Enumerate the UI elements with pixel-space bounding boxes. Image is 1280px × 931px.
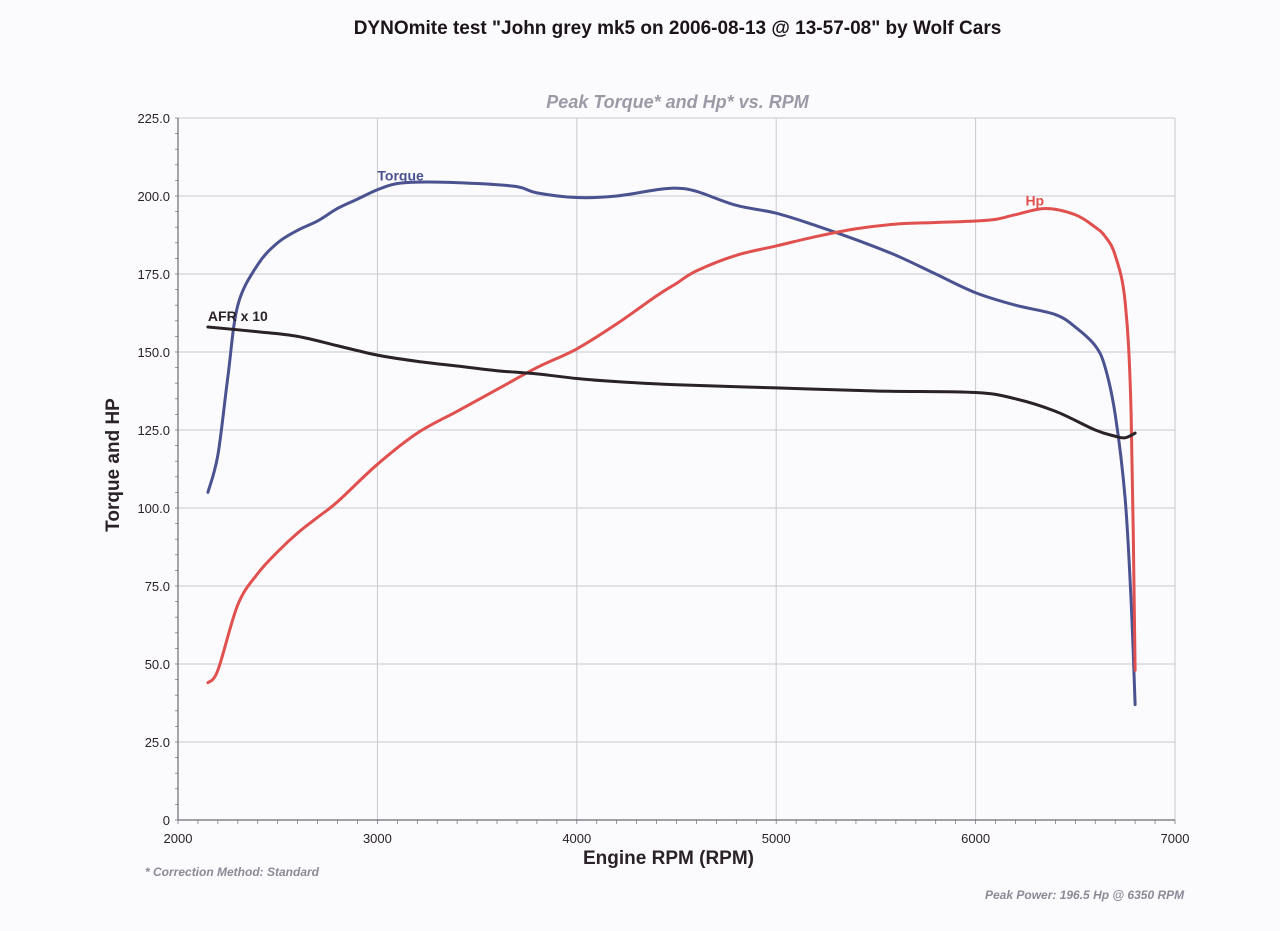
chart-subtitle: Peak Torque* and Hp* vs. RPM — [546, 92, 809, 112]
y-tick-label: 125.0 — [137, 423, 170, 438]
hp-label: Hp — [1025, 192, 1044, 208]
x-axis-label: Engine RPM (RPM) — [583, 848, 754, 869]
y-tick-label: 150.0 — [137, 345, 170, 360]
y-tick-label: 200.0 — [137, 189, 170, 204]
x-tick-label: 5000 — [762, 831, 791, 846]
grid-lines — [177, 117, 1176, 821]
x-tick-label: 7000 — [1161, 831, 1190, 846]
x-tick-label: 2000 — [164, 831, 193, 846]
correction-method-note: * Correction Method: Standard — [145, 865, 320, 879]
y-tick-label: 75.0 — [145, 579, 170, 594]
afr-label: AFR x 10 — [208, 308, 268, 324]
y-tick-label: 25.0 — [145, 735, 170, 750]
axes — [175, 117, 1176, 824]
torque-curve — [206, 180, 1137, 707]
y-axis-label: Torque and HP — [103, 398, 124, 532]
chart-title: DYNOmite test "John grey mk5 on 2006-08-… — [353, 18, 1002, 39]
y-tick-label: 50.0 — [145, 657, 170, 672]
data-series — [206, 180, 1137, 707]
y-tick-label: 225.0 — [137, 111, 170, 126]
y-tick-label: 100.0 — [137, 501, 170, 516]
y-axis-ticks: 0 25.0 50.0 75.0 100.0 125.0 150.0 175.0 200.0 22… — [137, 111, 170, 828]
x-tick-label: 3000 — [363, 831, 392, 846]
x-axis-ticks: 2000 3000 4000 5000 6000 7000 — [164, 831, 1190, 846]
peak-power-note: Peak Power: 196.5 Hp @ 6350 RPM — [985, 888, 1185, 902]
y-tick-label: 175.0 — [137, 267, 170, 282]
torque-label: Torque — [377, 167, 424, 183]
x-tick-label: 4000 — [562, 831, 591, 846]
series-labels: Torque Hp AFR x 10 — [208, 167, 1044, 323]
afr-curve — [206, 325, 1137, 440]
y-tick-label: 0 — [163, 813, 170, 828]
hp-curve — [206, 206, 1137, 685]
x-tick-label: 6000 — [961, 831, 990, 846]
